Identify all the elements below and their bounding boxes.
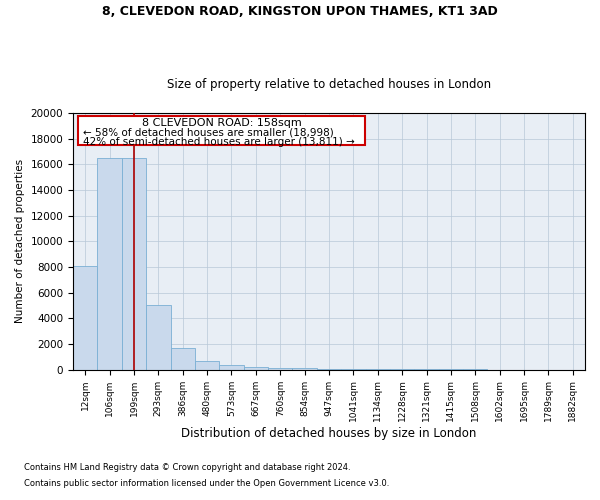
Text: ← 58% of detached houses are smaller (18,998): ← 58% of detached houses are smaller (18… bbox=[83, 127, 334, 137]
Bar bbox=[73, 266, 97, 370]
Y-axis label: Number of detached properties: Number of detached properties bbox=[15, 159, 25, 324]
Text: Contains public sector information licensed under the Open Government Licence v3: Contains public sector information licen… bbox=[24, 478, 389, 488]
FancyBboxPatch shape bbox=[78, 116, 365, 145]
Text: Contains HM Land Registry data © Crown copyright and database right 2024.: Contains HM Land Registry data © Crown c… bbox=[24, 464, 350, 472]
Bar bbox=[170, 348, 195, 370]
Text: 42% of semi-detached houses are larger (13,811) →: 42% of semi-detached houses are larger (… bbox=[83, 136, 355, 146]
Bar bbox=[292, 368, 317, 370]
Bar bbox=[365, 369, 390, 370]
Title: Size of property relative to detached houses in London: Size of property relative to detached ho… bbox=[167, 78, 491, 91]
Bar bbox=[97, 158, 122, 370]
Bar bbox=[146, 306, 170, 370]
Text: 8 CLEVEDON ROAD: 158sqm: 8 CLEVEDON ROAD: 158sqm bbox=[142, 118, 301, 128]
Bar bbox=[220, 364, 244, 370]
Text: 8, CLEVEDON ROAD, KINGSTON UPON THAMES, KT1 3AD: 8, CLEVEDON ROAD, KINGSTON UPON THAMES, … bbox=[102, 5, 498, 18]
Bar bbox=[195, 362, 220, 370]
X-axis label: Distribution of detached houses by size in London: Distribution of detached houses by size … bbox=[181, 427, 477, 440]
Bar bbox=[268, 368, 292, 370]
Bar bbox=[122, 158, 146, 370]
Bar bbox=[244, 367, 268, 370]
Bar bbox=[341, 369, 365, 370]
Bar bbox=[317, 368, 341, 370]
